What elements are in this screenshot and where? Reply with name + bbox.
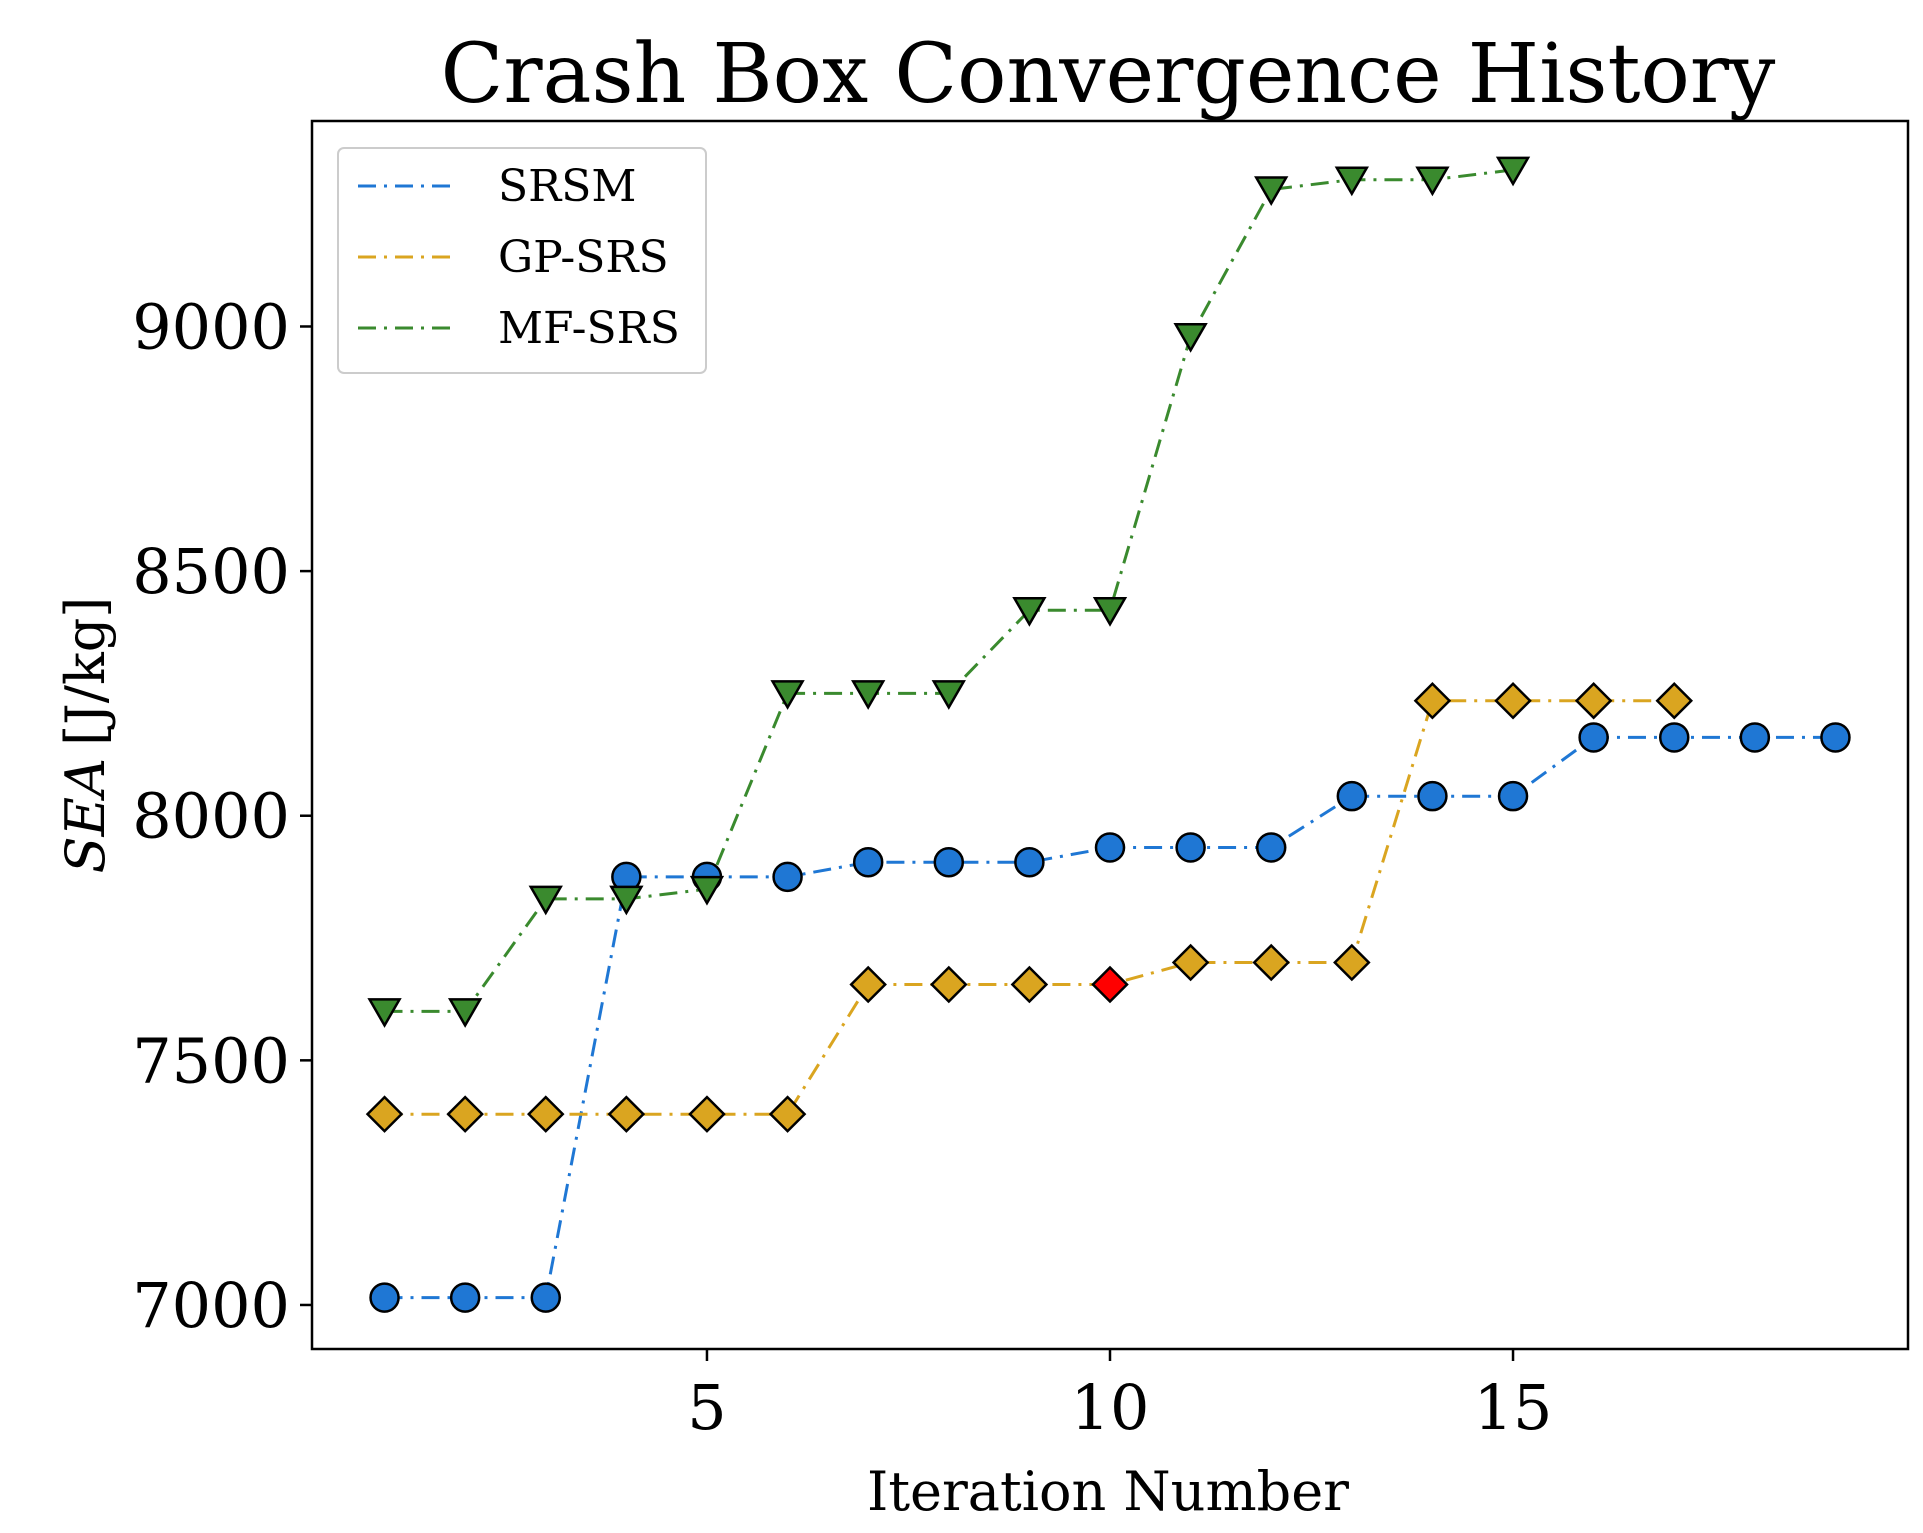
data-point-srsm bbox=[1417, 780, 1448, 812]
data-point-srsm bbox=[530, 1282, 562, 1313]
data-point-gp-srs bbox=[930, 965, 968, 1004]
data-point-srsm bbox=[369, 1282, 400, 1313]
data-point-gp-srs bbox=[446, 1095, 484, 1133]
y-tick-label: 7500 bbox=[132, 1024, 290, 1097]
data-point-gp-srs bbox=[607, 1095, 646, 1133]
data-point-mf-srs bbox=[1092, 596, 1128, 627]
data-point-srsm bbox=[1336, 780, 1368, 812]
data-point-mf-srs bbox=[367, 998, 402, 1028]
legend-label-gp-srs: GP-SRS bbox=[498, 232, 669, 283]
legend-label-mf-srs: MF-SRS bbox=[498, 303, 680, 354]
legend: SRSM GP-SRS MF-SRS bbox=[337, 147, 707, 374]
data-point-gp-srs bbox=[1091, 965, 1129, 1004]
data-point-gp-srs bbox=[365, 1095, 404, 1133]
y-tick-label: 7000 bbox=[132, 1269, 290, 1342]
y-tick-label: 9000 bbox=[132, 290, 290, 363]
series-line-srsm bbox=[384, 735, 1836, 1300]
data-point-mf-srs bbox=[1173, 323, 1208, 353]
y-axis-label: SEA [J/kg] bbox=[54, 597, 117, 874]
data-point-mf-srs bbox=[1415, 166, 1450, 197]
chart-title: Crash Box Convergence History bbox=[441, 27, 1776, 122]
data-point-srsm bbox=[1497, 780, 1529, 812]
x-tick-label: 5 bbox=[687, 1371, 726, 1444]
y-axis: 7000 7500 8000 8500 9000 bbox=[132, 290, 312, 1342]
y-tick-label: 8000 bbox=[132, 780, 290, 853]
y-axis-label-unit: [J/kg] bbox=[54, 597, 117, 746]
data-point-srsm bbox=[1578, 722, 1609, 753]
data-point-srsm bbox=[1094, 832, 1126, 863]
data-point-mf-srs bbox=[1495, 156, 1531, 187]
x-axis: 5 10 15 bbox=[687, 1349, 1552, 1444]
series-line-gp-srs bbox=[384, 699, 1675, 1116]
data-point-gp-srs bbox=[1655, 681, 1694, 720]
y-axis-label-variable: SEA bbox=[54, 758, 117, 873]
data-point-gp-srs bbox=[1010, 965, 1049, 1004]
marker-layer bbox=[365, 156, 1851, 1313]
data-point-gp-srs bbox=[688, 1095, 726, 1133]
data-point-gp-srs bbox=[1413, 681, 1452, 720]
data-point-gp-srs bbox=[849, 965, 887, 1004]
data-point-srsm bbox=[772, 861, 803, 893]
data-point-gp-srs bbox=[1333, 943, 1371, 982]
data-point-mf-srs bbox=[528, 885, 563, 916]
data-point-gp-srs bbox=[1171, 943, 1210, 982]
data-point-mf-srs bbox=[689, 875, 725, 906]
data-point-gp-srs bbox=[1252, 943, 1290, 982]
x-tick-label: 10 bbox=[1071, 1371, 1150, 1444]
data-point-mf-srs bbox=[1334, 166, 1369, 197]
data-point-gp-srs bbox=[1494, 681, 1532, 720]
data-point-srsm bbox=[1255, 832, 1287, 863]
data-point-mf-srs bbox=[931, 680, 966, 710]
y-tick-label: 8500 bbox=[132, 535, 290, 608]
data-point-mf-srs bbox=[1012, 596, 1047, 627]
data-point-mf-srs bbox=[609, 885, 644, 916]
data-point-mf-srs bbox=[447, 998, 483, 1028]
data-point-srsm bbox=[852, 846, 884, 878]
data-point-srsm bbox=[449, 1282, 481, 1313]
data-point-mf-srs bbox=[1254, 176, 1289, 206]
data-point-gp-srs bbox=[768, 1095, 807, 1133]
data-point-srsm bbox=[1658, 722, 1690, 753]
data-point-gp-srs bbox=[1574, 681, 1613, 720]
data-point-srsm bbox=[1175, 832, 1206, 863]
legend-box bbox=[337, 147, 707, 374]
data-point-mf-srs bbox=[851, 680, 886, 710]
x-tick-label: 15 bbox=[1474, 1371, 1553, 1444]
legend-label-srsm: SRSM bbox=[498, 161, 636, 212]
data-point-mf-srs bbox=[770, 680, 805, 710]
data-point-gp-srs bbox=[526, 1095, 565, 1133]
data-point-srsm bbox=[933, 846, 965, 878]
x-axis-label: Iteration Number bbox=[867, 1460, 1349, 1523]
data-point-srsm bbox=[1014, 846, 1045, 878]
data-point-srsm bbox=[1820, 722, 1851, 753]
data-point-srsm bbox=[1739, 722, 1771, 753]
